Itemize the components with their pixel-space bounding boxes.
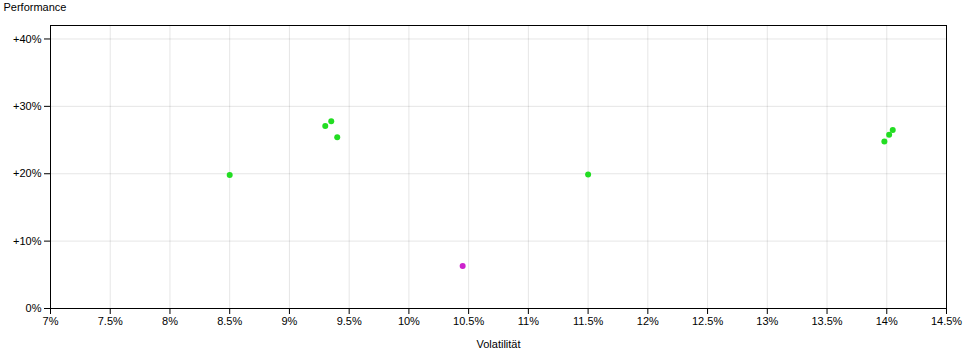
svg-text:13.5%: 13.5% [811,315,842,327]
svg-text:10%: 10% [398,315,420,327]
svg-text:13%: 13% [756,315,778,327]
svg-text:+10%: +10% [13,235,42,247]
svg-text:8.5%: 8.5% [217,315,242,327]
svg-text:+20%: +20% [13,167,42,179]
svg-text:14.5%: 14.5% [931,315,962,327]
svg-text:11%: 11% [518,315,539,327]
svg-text:7.5%: 7.5% [98,315,123,327]
svg-text:8%: 8% [162,315,178,327]
svg-text:7%: 7% [43,315,59,327]
svg-text:+30%: +30% [13,100,42,112]
svg-text:12.5%: 12.5% [692,315,723,327]
svg-text:9%: 9% [281,315,297,327]
svg-text:11.5%: 11.5% [573,315,604,327]
svg-text:+40%: +40% [13,32,42,44]
svg-text:Performance: Performance [4,1,67,13]
svg-text:12%: 12% [637,315,659,327]
svg-text:14%: 14% [876,315,898,327]
svg-text:9.5%: 9.5% [337,315,362,327]
svg-text:Volatilität: Volatilität [476,338,520,350]
svg-text:0%: 0% [26,302,42,314]
svg-text:10.5%: 10.5% [453,315,484,327]
